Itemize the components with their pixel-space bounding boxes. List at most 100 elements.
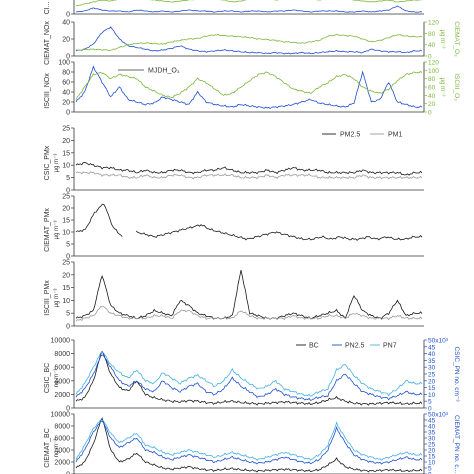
y-tick-label: 20 [62,100,70,107]
y-tick-label: 10000 [51,412,71,419]
series-line [75,270,423,320]
y-tick-label: 6000 [54,365,70,372]
panel-p0: 0 CI... [44,0,424,19]
y-tick-label: 8000 [54,424,70,431]
y-tick-label: 0 [66,254,70,261]
right-tick-label: 35 [428,430,436,437]
right-tick-label: 45 [428,344,436,351]
y-tick-label: 25 [62,194,70,201]
right-tick-label: 80 [428,31,436,38]
y-tick-label: 80 [62,70,70,77]
y-tick-label: 40 [62,90,70,97]
series-line [75,420,423,465]
series-line [75,26,423,55]
panel-p1: 0 20 40 0 40 80 120 CIEMAT_O₃ µg m⁻³ CIEMAT_NOx [44,20,460,65]
right-tick-label: 60 [428,85,436,92]
right-axis-label: CIEMAT_PN no. c... [453,415,460,473]
legend-label: PM2.5 [340,132,360,139]
legend-label: MJDH_O₃ [148,68,180,75]
y-axis-label: CI... [44,2,51,15]
y-tick-label: 100 [58,60,70,67]
right-tick-label: 0 [428,54,432,61]
y-axis-unit: ng m⁻³ [54,369,60,388]
right-tick-label: 5 [428,466,432,473]
y-tick-label: 4000 [54,378,70,385]
right-axis-label: CIEMAT_O₃ [453,21,460,57]
panel-p5: 0 5 10 15 20 25 ISCIII_PMx µg m⁻³ [44,260,424,331]
y-tick-label: 0 [66,406,70,413]
y-tick-label: 60 [62,80,70,87]
y-tick-label: 20 [62,37,70,44]
series-line [75,161,423,176]
y-tick-label: 0 [66,324,70,331]
right-tick-label: 5 [428,399,432,406]
series-line [75,5,423,13]
right-tick-label: 30 [428,365,436,372]
y-tick-label: 20 [62,138,70,145]
y-tick-label: 25 [62,260,70,267]
y-tick-label: 15 [62,150,70,157]
series-line [75,203,423,241]
y-axis-unit: µg m⁻³ [54,221,60,240]
series-line [75,0,423,7]
y-tick-label: 2000 [54,460,70,467]
y-axis-unit: µg m⁻³ [54,289,60,308]
y-axis-label: CIEMAT_PMx [44,208,51,252]
y-tick-label: 0 [66,110,70,117]
right-tick-label: 45 [428,418,436,425]
y-tick-label: 0 [66,12,70,19]
y-tick-label: 25 [62,126,70,133]
right-tick-label: 10 [428,392,436,399]
y-axis-label: CIEMAT_NOx [44,21,51,65]
y-tick-label: 5 [66,242,70,249]
right-tick-label: 50x10³ [428,338,449,345]
right-tick-label: 15 [428,454,436,461]
right-tick-label: 40 [428,42,436,49]
y-tick-label: 10 [62,298,70,305]
y-axis-label: CSIC_PMx [44,145,51,180]
series-line [75,419,423,461]
right-tick-label: 80 [428,76,436,83]
right-axis-unit: µg m⁻³ [439,78,445,97]
y-tick-label: 15 [62,285,70,292]
y-tick-label: 10000 [51,338,71,345]
right-tick-label: 0 [428,406,432,413]
right-tick-label: 50x10³ [428,412,449,419]
y-tick-label: 4000 [54,448,70,455]
legend-label: BC [309,343,319,350]
legend-label: PN2.5 [345,343,365,350]
y-tick-label: 10 [62,163,70,170]
y-tick-label: 6000 [54,436,70,443]
y-tick-label: 0 [66,54,70,61]
y-tick-label: 20 [62,272,70,279]
y-axis-label: ISCIII_NOx [44,73,51,109]
series-line [75,171,423,180]
series-line [75,306,423,322]
right-tick-label: 0 [428,472,432,474]
y-axis-unit: ng m⁻³ [54,439,60,458]
right-tick-label: 20 [428,101,436,108]
series-line [75,351,423,397]
series-line [75,354,423,401]
right-tick-label: 40 [428,424,436,431]
right-tick-label: 20 [428,378,436,385]
panel-p4: 0 5 10 15 20 25 CIEMAT_PMx µg m⁻³ [44,194,424,261]
series-line [75,33,423,52]
right-tick-label: 15 [428,385,436,392]
right-tick-label: 10 [428,460,436,467]
right-tick-label: 40 [428,351,436,358]
y-tick-label: 40 [62,20,70,27]
right-tick-label: 120 [428,60,439,67]
y-axis-label: ISCIII_PMx [44,280,51,316]
right-tick-label: 25 [428,372,436,379]
y-tick-label: 8000 [54,351,70,358]
y-tick-label: 10 [62,230,70,237]
right-axis-unit: µg m⁻³ [439,30,445,49]
series-line [75,70,423,100]
right-tick-label: 20 [428,448,436,455]
right-tick-label: 25 [428,442,436,449]
y-tick-label: 20 [62,206,70,213]
panel-p3: 0 5 10 15 20 25 CSIC_PMx µg m⁻³ PM2.5 PM1 [44,126,424,195]
